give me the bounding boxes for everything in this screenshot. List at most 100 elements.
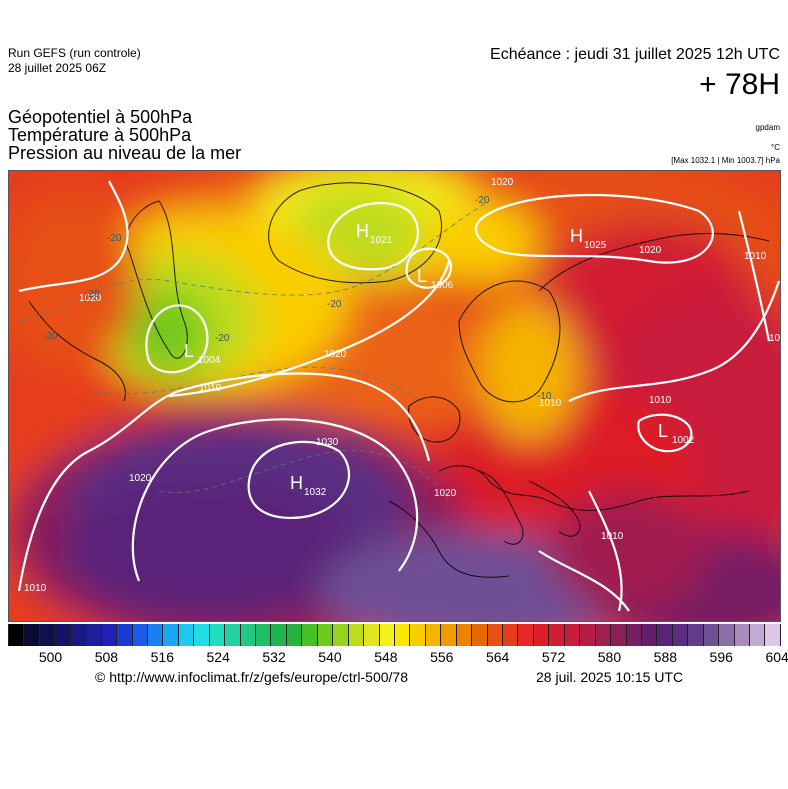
colorbar-swatch (163, 624, 179, 646)
center-letter: H (290, 473, 303, 493)
center-letter: L (184, 341, 194, 361)
high-pressure-center: H 1021 (356, 221, 393, 246)
isobar-label: 1020 (129, 473, 152, 484)
colorbar-swatch (657, 624, 673, 646)
colorbar-swatch (194, 624, 210, 646)
center-value: 1006 (431, 280, 454, 291)
isobar-label: 1020 (769, 333, 781, 344)
colorbar-swatch (348, 624, 365, 646)
isobar-labels: 1020 1020 1010 1020 1010 1030 1020 1020 1010 1010… (24, 177, 781, 594)
colorbar-swatch (271, 624, 287, 646)
colorbar-swatch (410, 624, 426, 646)
geopotential-field (9, 171, 780, 621)
isobar-label: 1010 (744, 251, 767, 262)
colorbar-swatch (302, 624, 318, 646)
colorbar-tick-label: 540 (318, 649, 342, 665)
colorbar-swatch (379, 624, 395, 646)
temperature-label: -20 (475, 195, 490, 206)
unit-geopotential: gpdam (755, 123, 780, 132)
temperature-label: -10 (345, 436, 360, 447)
colorbar-swatch (55, 624, 71, 646)
run-title: Run GEFS (run controle) (8, 46, 141, 60)
colorbar-swatch (564, 624, 581, 646)
colorbar-tick-label: 508 (94, 649, 119, 665)
colorbar-swatch (209, 624, 226, 646)
colorbar-swatch (441, 624, 457, 646)
colorbar-swatch (132, 624, 148, 646)
high-pressure-center: H 1025 (570, 226, 607, 251)
temperature-label: -20 (215, 333, 230, 344)
colorbar-tick-label: 572 (541, 649, 566, 665)
colorbar-swatch (86, 624, 102, 646)
colorbar-swatch (101, 624, 118, 646)
colorbar-tick-label: 556 (430, 649, 454, 665)
colorbar-tick-label: 596 (709, 649, 733, 665)
colorbar-swatch (39, 624, 56, 646)
mslp-title: Pression au niveau de la mer (8, 143, 242, 163)
temperature-label: -20 (327, 299, 342, 310)
colorbar-swatch (595, 624, 612, 646)
colorbar-swatch (394, 624, 411, 646)
colorbar-tick-label: 524 (206, 649, 230, 665)
colorbar-tick-label: 564 (485, 649, 510, 665)
isobar-label: 1020 (324, 349, 347, 360)
temperature-labels: -20 -20 -20 -20 -20 -20 -10 -10 (43, 195, 552, 447)
colorbar-swatch (533, 624, 550, 646)
colorbar-swatch (178, 624, 195, 646)
isobars (17, 180, 780, 612)
temperature-label: -20 (85, 289, 100, 300)
isobar-label: 1010 (24, 583, 47, 594)
pressure-extremes: [Max 1032.1 | Min 1003.7] hPa (671, 156, 780, 165)
colorbar-tick-label: 588 (653, 649, 678, 665)
center-letter: H (356, 221, 369, 241)
colorbar-tick-label: 580 (597, 649, 622, 665)
colorbar-swatch (286, 624, 303, 646)
colorbar (8, 624, 781, 646)
isobar-label: 1010 (199, 383, 222, 394)
generated-time: 28 juil. 2025 10:15 UTC (536, 669, 684, 685)
isobar-label: 1020 (79, 293, 102, 304)
center-value: 1032 (304, 487, 327, 498)
colorbar-swatch (256, 624, 272, 646)
colorbar-swatch (672, 624, 689, 646)
colorbar-swatch (641, 624, 658, 646)
center-value: 1002 (672, 435, 695, 446)
center-value: 1004 (198, 355, 221, 366)
colorbar-swatch (580, 624, 596, 646)
colorbar-swatch (425, 624, 442, 646)
colorbar-tick-label: 604 (765, 649, 788, 665)
isobar-label: 1010 (601, 531, 624, 542)
geopotential-title: Géopotentiel à 500hPa (8, 107, 193, 127)
colorbar-swatch (750, 624, 766, 646)
run-date: 28 juillet 2025 06Z (8, 61, 107, 75)
isobar-label: 1020 (639, 245, 662, 256)
colorbar-swatch (549, 624, 565, 646)
colorbar-swatch (456, 624, 473, 646)
isobar-label: 1010 (649, 395, 672, 406)
center-letter: H (570, 226, 583, 246)
low-pressure-center: L 1002 (658, 421, 695, 446)
colorbar-swatch (518, 624, 534, 646)
isobar-label: 1020 (434, 488, 457, 499)
colorbar-swatch (24, 624, 40, 646)
coastlines (28, 182, 770, 578)
colorbar-swatch (240, 624, 256, 646)
center-letter: L (658, 421, 668, 441)
valid-time: Echéance : jeudi 31 juillet 2025 12h UTC (490, 46, 780, 63)
temperature-label: -20 (107, 233, 122, 244)
colorbar-tick-label: 532 (262, 649, 286, 665)
colorbar-swatch (487, 624, 503, 646)
isobar-label: 1010 (539, 398, 562, 409)
low-pressure-center: L 1006 (417, 266, 454, 291)
colorbar-swatch (8, 624, 25, 646)
colorbar-labels: 500 508 516 524 532 540 548 556 564 572 580 588 596 6… (8, 649, 788, 667)
lead-time: + 78H (699, 68, 780, 101)
colorbar-swatch (765, 624, 781, 646)
temperature-label: -20 (43, 331, 58, 342)
colorbar-swatch (472, 624, 488, 646)
colorbar-tick-label: 548 (374, 649, 398, 665)
colorbar-swatch (688, 624, 704, 646)
colorbar-swatch (503, 624, 519, 646)
temperature-title: Température à 500hPa (8, 125, 192, 145)
